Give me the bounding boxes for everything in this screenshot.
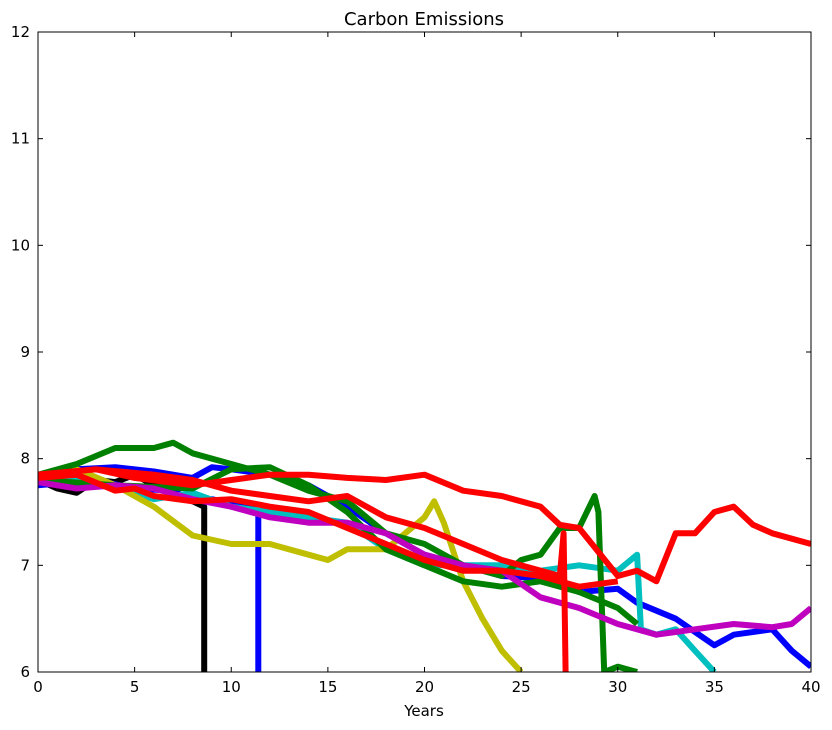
series-line-10 xyxy=(38,471,619,590)
series-line-1 xyxy=(38,477,262,672)
y-axis: 6 7 8 9 10 11 12 xyxy=(11,23,811,681)
x-tick-label: 30 xyxy=(608,678,627,696)
y-tick-label: 10 xyxy=(11,236,30,254)
x-tick-label: 40 xyxy=(801,678,820,696)
y-tick-label: 7 xyxy=(20,556,30,574)
series-line-9 xyxy=(38,466,811,585)
series-line-8 xyxy=(38,466,569,672)
y-tick-label: 8 xyxy=(20,450,30,468)
series-line-7 xyxy=(38,479,811,638)
series-layer xyxy=(38,439,811,672)
series-line-0 xyxy=(38,471,208,672)
x-tick-label: 0 xyxy=(33,678,43,696)
x-axis: 0 5 10 15 20 25 30 35 40 xyxy=(33,32,821,696)
series-line-5 xyxy=(38,439,638,672)
x-tick-label: 5 xyxy=(130,678,140,696)
x-axis-label: Years xyxy=(403,702,444,720)
y-tick-label: 12 xyxy=(11,23,30,41)
x-tick-label: 25 xyxy=(512,678,531,696)
y-tick-label: 6 xyxy=(20,663,30,681)
x-tick-label: 20 xyxy=(415,678,434,696)
x-tick-label: 15 xyxy=(318,678,337,696)
x-tick-label: 35 xyxy=(705,678,724,696)
x-tick-label: 10 xyxy=(222,678,241,696)
y-tick-label: 11 xyxy=(11,130,30,148)
series-line-4 xyxy=(38,466,524,672)
y-tick-label: 9 xyxy=(20,343,30,361)
plot-frame xyxy=(37,31,812,673)
chart-title: Carbon Emissions xyxy=(344,9,504,30)
